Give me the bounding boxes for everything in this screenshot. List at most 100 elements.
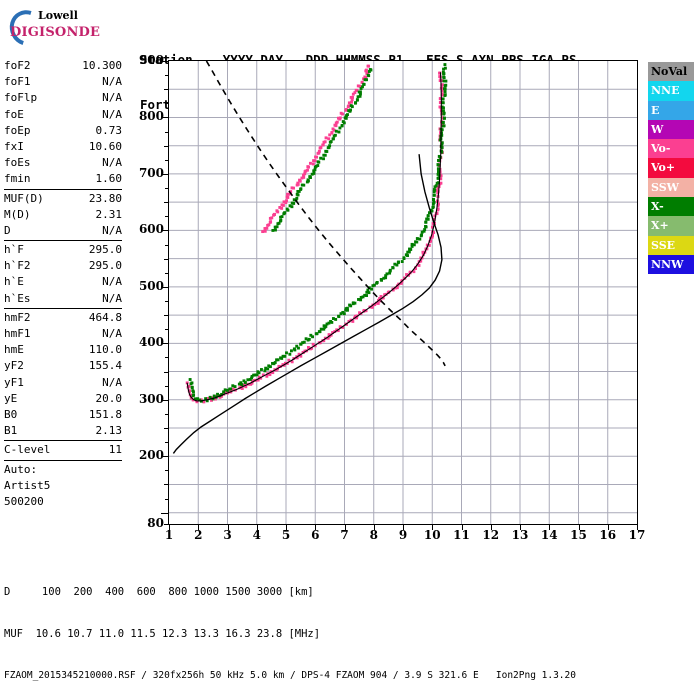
x-tick-label: 16 (599, 528, 617, 542)
param-row: yF1 N/A (4, 375, 122, 391)
y-tick-mark (161, 512, 169, 514)
x-tick-label: 9 (398, 528, 408, 542)
logo-line-digisonde: DIGISONDE (10, 25, 101, 40)
param-key: foF1 (4, 75, 31, 89)
y-tick-mark-minor (165, 357, 169, 359)
y-tick-mark (161, 230, 169, 232)
param-value: N/A (102, 91, 122, 105)
divider (4, 240, 122, 242)
x-tick-mark (286, 524, 287, 530)
y-tick-mark (164, 315, 169, 317)
param-key: foEs (4, 156, 31, 170)
param-value: 151.8 (88, 407, 122, 421)
auto-label: Auto: (4, 462, 38, 476)
x-tick-label: 10 (423, 528, 441, 542)
param-value: 2.31 (95, 207, 123, 221)
x-tick-label: 11 (453, 528, 470, 542)
footer-file-row: FZAOM_2015345210000.RSF / 320fx256h 50 k… (4, 670, 576, 681)
x-tick-mark (373, 524, 375, 530)
param-key: hmE (4, 343, 24, 357)
legend-item-ssw[interactable]: SSW (648, 177, 694, 198)
param-row: h`Es N/A (4, 291, 122, 307)
y-tick-mark (161, 173, 169, 175)
legend-item-x-[interactable]: X+ (648, 216, 694, 236)
y-tick-mark (164, 89, 169, 91)
legend-item-nnw[interactable]: NNW (648, 254, 694, 275)
param-row: M(D) 2.31 (4, 207, 122, 223)
param-row: foEs N/A (4, 155, 122, 171)
scaled-trace-overlay (186, 72, 442, 402)
y-tick-mark (161, 343, 169, 345)
x-tick-mark (403, 524, 404, 530)
param-row: foEp 0.73 (4, 123, 122, 139)
param-row: fmin 1.60 (4, 171, 122, 187)
footer-info: D 100 200 400 600 800 1000 1500 3000 [km… (4, 557, 576, 697)
param-value: 10.60 (88, 139, 122, 153)
footer-distance-row: D 100 200 400 600 800 1000 1500 3000 [km… (4, 586, 314, 598)
y-tick-mark-minor (165, 442, 169, 444)
param-key: h`Es (4, 291, 31, 305)
y-tick-label: 800 (138, 109, 164, 124)
param-row: h`F2 295.0 (4, 258, 122, 274)
y-tick-mark (164, 371, 169, 373)
y-tick-label: 900 (138, 53, 164, 67)
x-tick-label: 14 (540, 528, 558, 542)
param-key: h`F (4, 243, 24, 257)
param-key: B0 (4, 407, 18, 421)
x-tick-mark (490, 524, 492, 530)
lowell-digisonde-logo: Lowell DIGISONDE (3, 4, 128, 52)
param-key: foE (4, 107, 24, 121)
x-tick-label: 2 (194, 528, 203, 542)
y-tick-mark (161, 117, 169, 119)
param-value: N/A (102, 223, 122, 237)
divider (4, 459, 122, 461)
polarization-legend[interactable]: NoVal NNE E W Vo- Vo+ SSW X- X+ SSE NNW (648, 62, 694, 275)
ionogram-plot-area[interactable] (161, 60, 638, 530)
y-tick-mark (161, 286, 169, 288)
x-tick-mark (344, 524, 346, 530)
param-value: 155.4 (88, 359, 122, 373)
param-row: h`E N/A (4, 274, 122, 290)
y-tick-mark-minor (165, 216, 169, 218)
param-key: yE (4, 391, 18, 405)
param-value: 295.0 (88, 243, 122, 257)
y-tick-mark-minor (165, 159, 169, 161)
param-row: foE N/A (4, 107, 122, 123)
legend-item-w[interactable]: W (648, 119, 694, 140)
series-2 (261, 64, 370, 234)
param-value: N/A (102, 275, 122, 289)
footer-muf-row: MUF 10.6 10.7 11.0 11.5 12.3 13.3 16.3 2… (4, 628, 321, 640)
legend-item-noval[interactable]: NoVal (648, 62, 694, 82)
legend-item-vo-[interactable]: Vo+ (648, 158, 694, 178)
param-key: hmF2 (4, 310, 31, 324)
legend-item-e[interactable]: E (648, 100, 694, 120)
y-tick-label: 200 (138, 448, 164, 463)
param-key: fmin (4, 172, 31, 186)
x-tick-mark (198, 524, 200, 530)
auto-scaler-code: 500200 (4, 494, 44, 508)
y-tick-mark-minor (165, 244, 169, 246)
legend-item-vo-[interactable]: Vo- (648, 139, 694, 159)
param-value: 10.300 (82, 59, 122, 72)
y-tick-label: 400 (138, 335, 164, 350)
param-row: fxI 10.60 (4, 139, 122, 155)
param-key: MUF(D) (4, 191, 44, 205)
y-tick-mark-minor (165, 498, 169, 500)
y-tick-label: 700 (138, 165, 164, 180)
param-row: h`F 295.0 (4, 242, 122, 258)
y-tick-mark-minor (165, 329, 169, 331)
x-tick-label: 5 (281, 528, 291, 542)
x-tick-label: 13 (511, 528, 529, 542)
y-tick-label: 500 (138, 278, 164, 293)
param-value: N/A (102, 327, 122, 340)
param-value: 295.0 (88, 259, 122, 273)
legend-item-sse[interactable]: SSE (648, 235, 694, 255)
legend-item-nne[interactable]: NNE (648, 81, 694, 101)
legend-item-x-[interactable]: X- (648, 197, 694, 217)
x-tick-mark (637, 524, 638, 530)
x-tick-mark (461, 524, 463, 530)
divider (4, 440, 122, 442)
y-tick-mark (164, 258, 169, 260)
y-axis-labels: 900 800 700 600 500 400 300 200 80 (120, 53, 164, 530)
param-row: foF2 10.300 (4, 58, 122, 74)
